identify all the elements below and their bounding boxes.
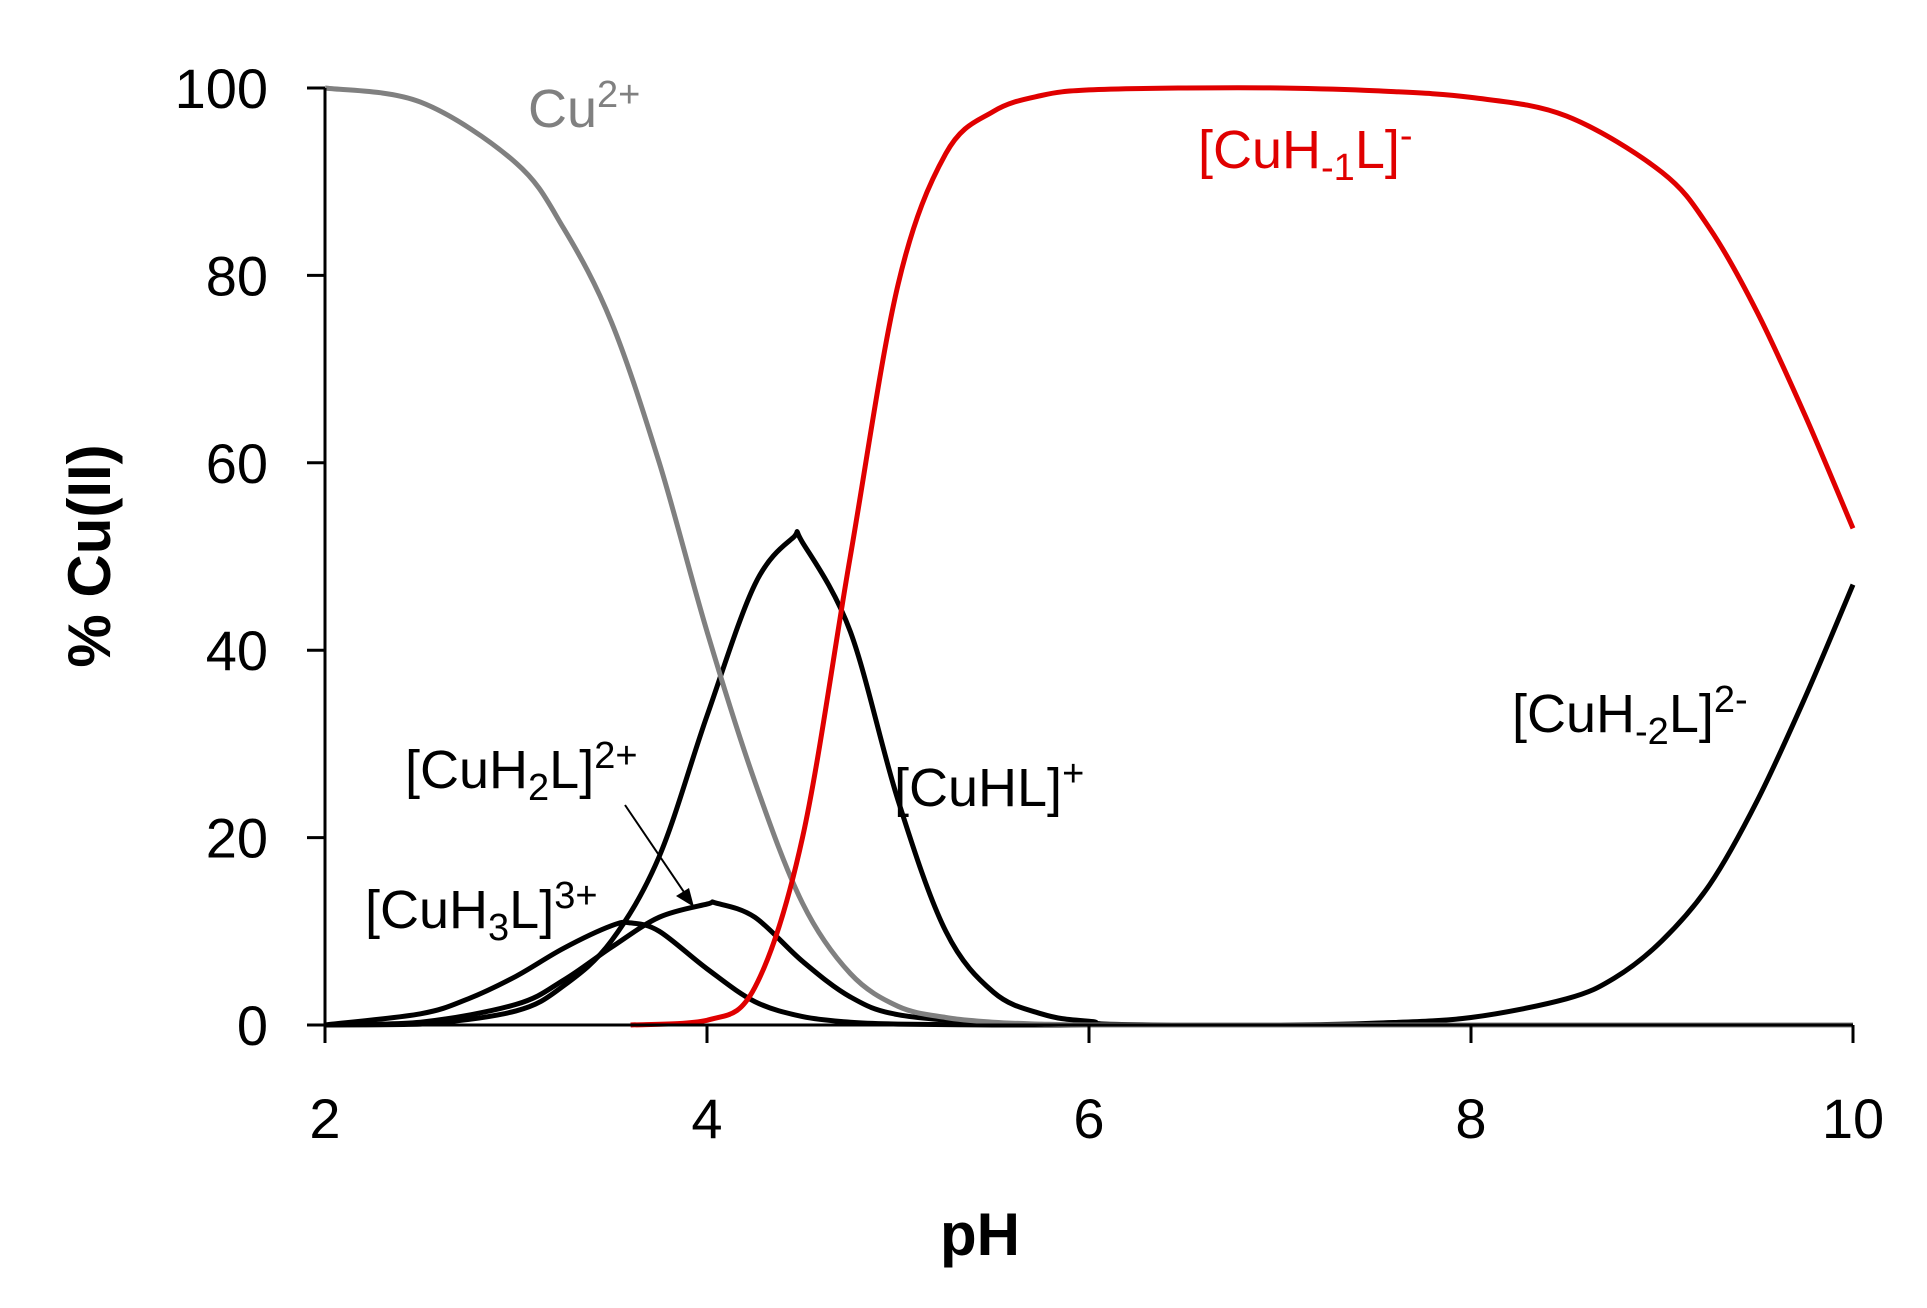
y-tick-label: 40 xyxy=(206,619,268,682)
y-tick-label: 100 xyxy=(175,57,268,120)
tick-marks xyxy=(307,86,1855,1043)
y-tick-label: 60 xyxy=(206,432,268,495)
label-cuh-2l: [CuH-2L]2- xyxy=(1512,679,1748,753)
x-axis-title: pH xyxy=(940,1201,1020,1268)
label-cuh2l: [CuH2L]2+ xyxy=(405,735,638,809)
x-tick-label: 6 xyxy=(1073,1087,1104,1150)
label-cuhl: [CuHL]+ xyxy=(894,753,1084,818)
y-tick-label: 0 xyxy=(237,994,268,1057)
label-cuh3l: [CuH3L]3+ xyxy=(365,875,598,949)
x-tick-label: 8 xyxy=(1455,1087,1486,1150)
series-line-5 xyxy=(1088,583,1856,1028)
x-tick-label: 2 xyxy=(309,1087,340,1150)
series-line-4 xyxy=(630,85,1856,1028)
y-tick-label: 20 xyxy=(206,807,268,870)
x-tick-label: 10 xyxy=(1822,1087,1884,1150)
label-cuh-1l: [CuH-1L]- xyxy=(1198,115,1413,189)
x-tick-label: 4 xyxy=(691,1087,722,1150)
y-axis-title: % Cu(II) xyxy=(56,444,123,667)
y-tick-label: 80 xyxy=(206,244,268,307)
label-cu2plus: Cu2+ xyxy=(528,74,640,139)
label-arrow xyxy=(624,804,694,907)
